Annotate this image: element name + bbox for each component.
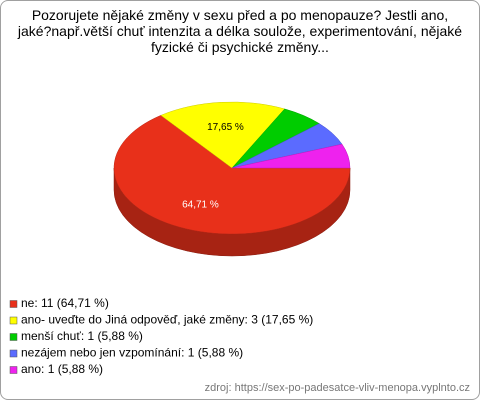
- legend-swatch: [9, 333, 18, 341]
- legend-swatch: [9, 349, 18, 358]
- slice: [231, 143, 351, 169]
- chart-title: Pozorujete nějaké změny v sexu před a po…: [17, 7, 463, 55]
- source: zdroj: https://sex-po-padesatce-vliv-men…: [205, 382, 470, 394]
- slice: [113, 115, 351, 235]
- slice: [160, 101, 286, 169]
- legend-swatch: [9, 300, 18, 308]
- legend-swatch: [9, 316, 18, 325]
- legend-label: nezájem nebo jen vzpomínání: 1 (5,88 %): [21, 346, 243, 360]
- legend-label: ano: 1 (5,88 %): [21, 362, 103, 376]
- legend-swatch: [9, 366, 18, 374]
- data-label: 17,65 %: [207, 122, 244, 133]
- legend-label: ano- uveďte do Jiná odpověď, jaké změny:…: [21, 313, 313, 327]
- legend-label: ne: 11 (64,71 %): [21, 296, 109, 310]
- legend-label: menší chuť: 1 (5,88 %): [21, 329, 143, 343]
- data-label: 64,71 %: [182, 199, 219, 210]
